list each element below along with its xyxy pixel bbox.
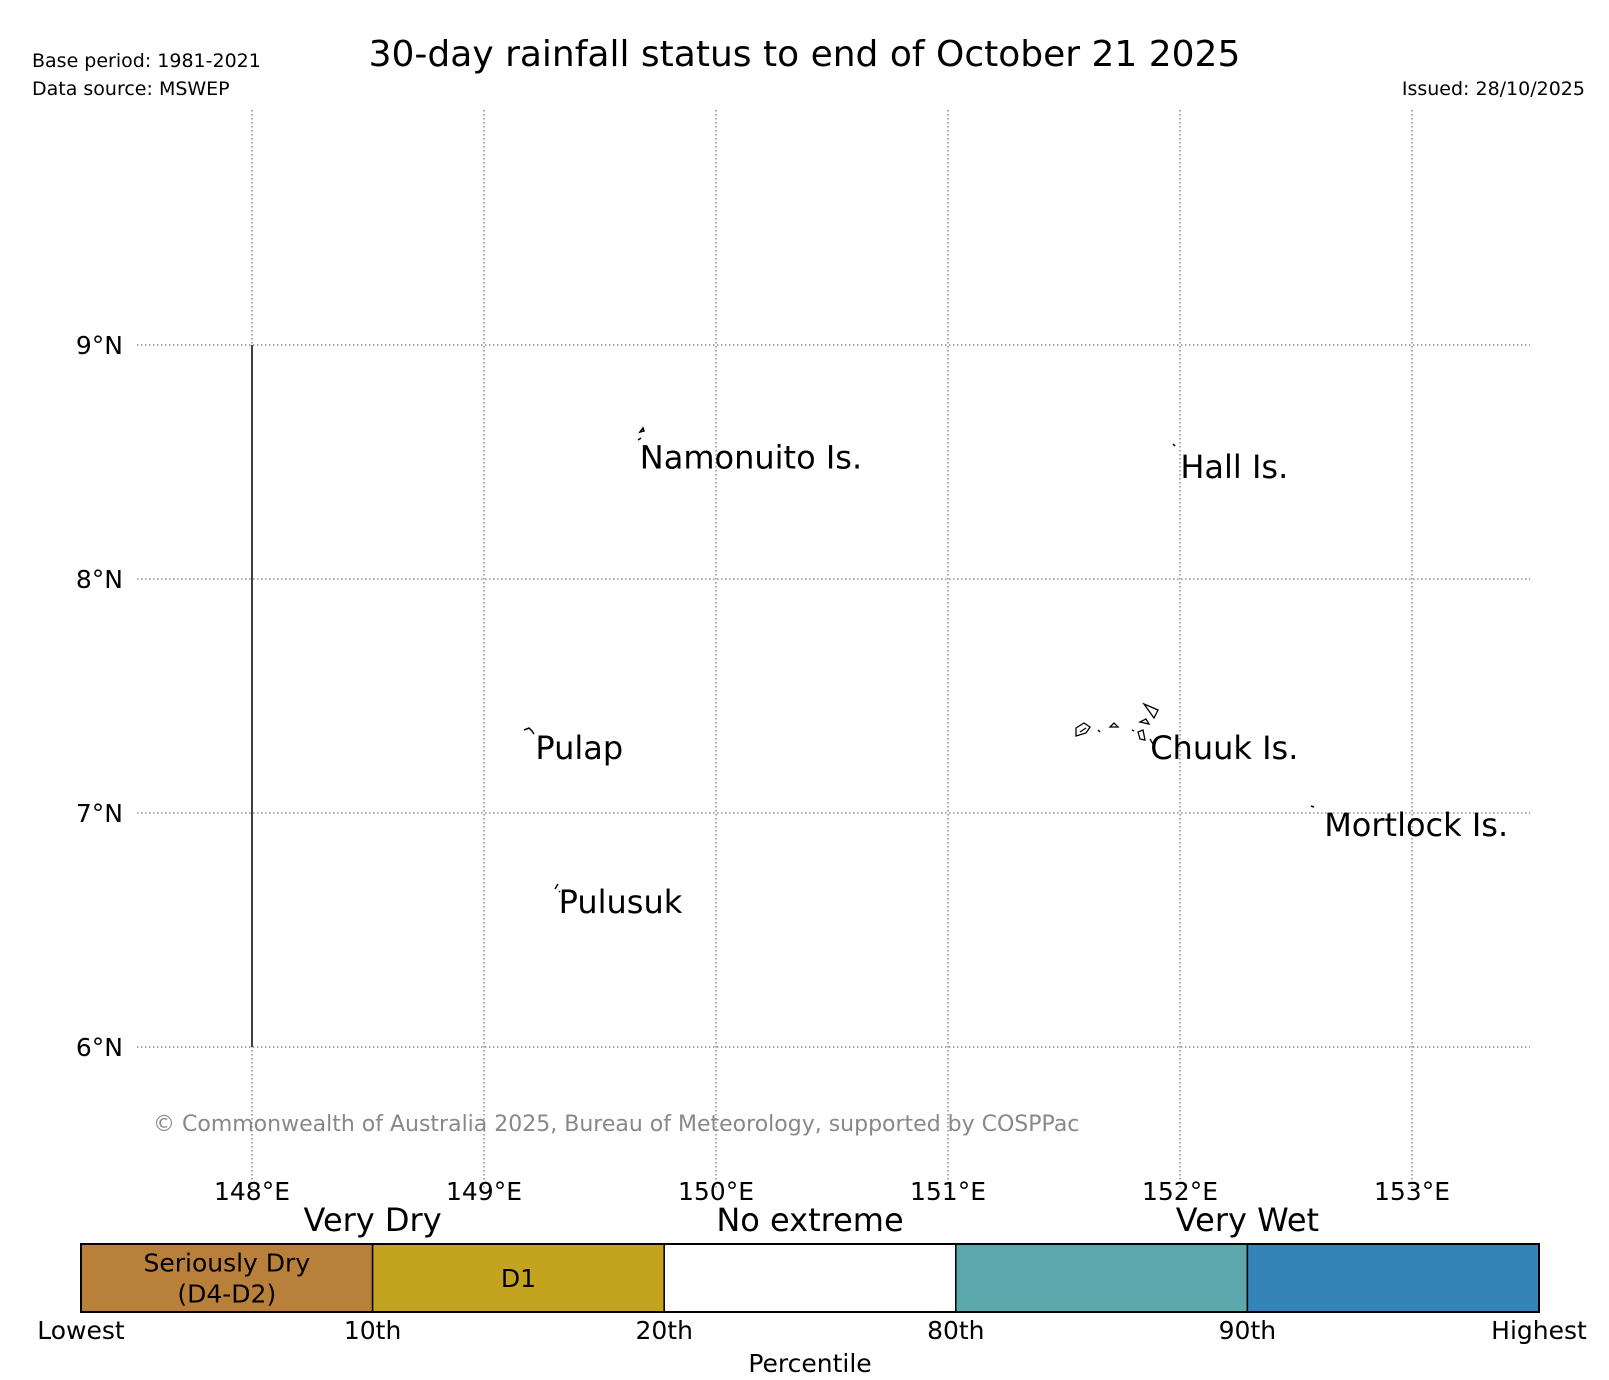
place-labels: Namonuito Is. Hall Is. Pulap Chuuk Is. Mortl…	[535, 439, 1508, 922]
percentile-legend: Seriously Dry(D4-D2) D1 Very Dry No extreme…	[37, 1201, 1587, 1378]
legend-tick-label: Highest	[1491, 1316, 1587, 1345]
latitude-label: 9°N	[76, 331, 123, 360]
legend-segment-label: Seriously Dry	[143, 1249, 310, 1278]
legend-tick-label: 90th	[1219, 1316, 1276, 1345]
longitude-label: 149°E	[446, 1177, 522, 1206]
data-source-text: Data source: MSWEP	[32, 78, 230, 100]
latitude-label: 8°N	[76, 565, 123, 594]
place-label: Pulusuk	[559, 883, 683, 921]
island-outline-mortlock	[1310, 805, 1315, 808]
legend-swatch	[371, 1243, 665, 1313]
legend-segment-label: (D4-D2)	[177, 1280, 276, 1309]
legend-swatch	[1246, 1243, 1540, 1313]
legend-tick-label: 20th	[635, 1316, 692, 1345]
longitude-label: 150°E	[678, 1177, 754, 1206]
legend-tick-label: 10th	[344, 1316, 401, 1345]
place-label: Pulap	[535, 729, 623, 767]
island-outline-chuuk	[1075, 702, 1159, 746]
legend-tick-label: Lowest	[37, 1316, 125, 1345]
island-outline-hall	[1172, 443, 1176, 447]
island-outline-pulap	[523, 727, 535, 735]
legend-category-label: Very Dry	[304, 1201, 442, 1239]
place-label: Mortlock Is.	[1324, 806, 1508, 844]
place-label: Chuuk Is.	[1150, 729, 1298, 767]
longitude-label: 148°E	[214, 1177, 290, 1206]
latitude-label: 7°N	[76, 799, 123, 828]
island-outline-pulusuk	[554, 883, 561, 893]
legend-axis-title: Percentile	[748, 1349, 871, 1378]
latitude-label: 6°N	[76, 1033, 123, 1062]
legend-category-label: Very Wet	[1176, 1201, 1319, 1239]
longitude-label: 152°E	[1142, 1177, 1218, 1206]
legend-tick-label: 80th	[927, 1316, 984, 1345]
longitude-label: 151°E	[910, 1177, 986, 1206]
longitude-label: 153°E	[1374, 1177, 1450, 1206]
map-title: 30-day rainfall status to end of October…	[368, 34, 1241, 75]
longitude-labels: 148°E 149°E 150°E 151°E 152°E 153°E	[214, 1177, 1450, 1206]
base-period-text: Base period: 1981-2021	[32, 50, 261, 72]
legend-segment-label: D1	[501, 1264, 536, 1293]
place-label: Hall Is.	[1180, 448, 1288, 486]
latitude-labels: 9°N 8°N 7°N 6°N	[76, 331, 123, 1062]
legend-swatch	[663, 1243, 957, 1313]
island-outlines	[523, 426, 1315, 893]
graticule	[137, 110, 1530, 1190]
issued-date-text: Issued: 28/10/2025	[1401, 78, 1585, 100]
place-label: Namonuito Is.	[640, 439, 862, 477]
legend-frame	[80, 1243, 1540, 1313]
legend-category-label: No extreme	[716, 1201, 903, 1239]
legend-swatch	[955, 1243, 1249, 1313]
copyright-notice: © Commonwealth of Australia 2025, Bureau…	[153, 1112, 1079, 1137]
island-outline-namonuito	[637, 426, 645, 441]
